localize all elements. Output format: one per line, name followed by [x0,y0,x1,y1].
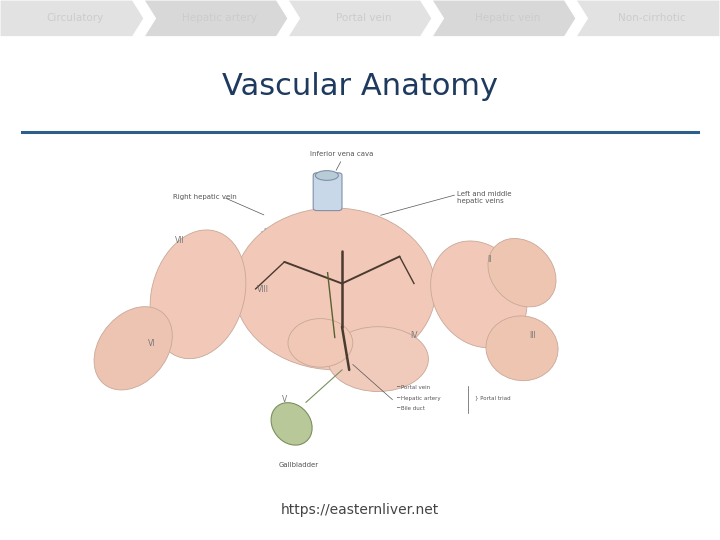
Text: Vascular Anatomy: Vascular Anatomy [222,72,498,101]
Text: IV: IV [410,330,418,340]
Text: https://easternliver.net: https://easternliver.net [281,503,439,517]
Text: Hepatic artery: Hepatic artery [182,14,257,23]
Ellipse shape [328,327,428,392]
Text: Circulatory: Circulatory [47,14,104,23]
Text: Inferior vena cava: Inferior vena cava [310,151,374,157]
Polygon shape [144,0,288,37]
Text: VIII: VIII [257,285,269,294]
FancyBboxPatch shape [313,173,342,211]
Polygon shape [0,0,144,37]
Ellipse shape [431,241,527,348]
Text: Hepatic vein: Hepatic vein [474,14,540,23]
Text: V: V [282,395,287,404]
Text: II: II [487,255,492,264]
Text: Non-cirrhotic: Non-cirrhotic [618,14,685,23]
Ellipse shape [271,403,312,445]
Ellipse shape [234,208,436,370]
Polygon shape [432,0,576,37]
Ellipse shape [488,239,556,307]
Text: ─ Hepatic artery: ─ Hepatic artery [396,396,441,401]
Polygon shape [576,0,720,37]
Ellipse shape [486,316,558,381]
Text: Right hepatic vein: Right hepatic vein [174,194,237,200]
Text: ─ Bile duct: ─ Bile duct [396,407,425,411]
Text: Left and middle
hepatic veins: Left and middle hepatic veins [457,191,512,204]
Ellipse shape [150,230,246,359]
Text: III: III [529,330,536,340]
Ellipse shape [94,307,172,390]
Text: VII: VII [175,236,185,245]
Text: Portal vein: Portal vein [336,14,391,23]
Text: VI: VI [148,339,155,348]
Text: Gallbladder: Gallbladder [279,462,319,468]
Text: } Portal triad: } Portal triad [475,396,510,401]
Ellipse shape [288,319,353,367]
Ellipse shape [315,171,338,180]
Text: ─ Portal vein: ─ Portal vein [396,385,430,390]
Polygon shape [288,0,432,37]
